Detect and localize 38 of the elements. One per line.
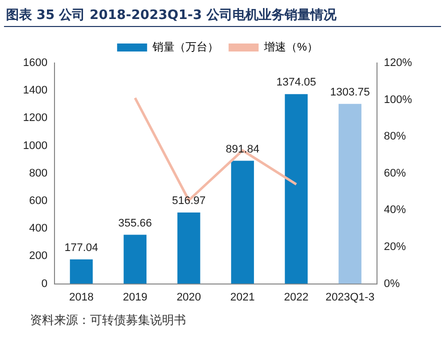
bar [124, 234, 146, 284]
bar [231, 160, 254, 284]
x-tick-label: 2018 [69, 291, 94, 304]
y2-tick-label: 100% [384, 94, 412, 106]
y-tick-label: 1400 [22, 84, 48, 97]
y-tick-label: 400 [29, 222, 48, 235]
y2-tick-label: 40% [384, 204, 406, 216]
y2-tick-label: 0% [384, 278, 400, 290]
y2-tick-label: 80% [384, 130, 406, 143]
y-tick-label: 600 [29, 195, 48, 208]
data-label: 516.97 [172, 194, 206, 207]
y2-tick-label: 20% [384, 241, 406, 254]
y-tick-label: 1200 [22, 112, 48, 124]
data-label: 1374.05 [276, 76, 316, 89]
x-tick-label: 2021 [230, 291, 255, 304]
chart-title: 图表 35 公司 2018-2023Q1-3 公司电机业务销量情况 [6, 7, 336, 24]
x-tick-label: 2022 [284, 291, 309, 304]
bar [177, 212, 200, 284]
data-label: 891.84 [226, 143, 260, 156]
legend-label: 增速（%） [263, 40, 318, 54]
data-label: 1303.75 [330, 86, 370, 98]
y-tick-label: 800 [29, 167, 48, 180]
y-tick-label: 200 [29, 250, 48, 262]
y-tick-label: 1000 [22, 140, 48, 152]
data-label: 355.66 [118, 217, 152, 230]
text: 资料来源：可转债募集说明书 [30, 312, 186, 329]
x-tick-label: 2020 [176, 291, 202, 304]
x-tick-label: 2023Q1-3 [326, 291, 374, 304]
y2-tick-label: 60% [384, 167, 406, 180]
y2-tick-label: 120% [384, 57, 412, 70]
legend-label: 销量（万台） [152, 40, 219, 54]
y-tick-label: 0 [41, 278, 48, 290]
y-tick-label: 1600 [22, 57, 48, 70]
data-label: 177.04 [64, 242, 98, 254]
bar [284, 94, 308, 284]
bar [70, 259, 93, 284]
x-tick-label: 2019 [122, 291, 148, 304]
bar [338, 104, 362, 284]
